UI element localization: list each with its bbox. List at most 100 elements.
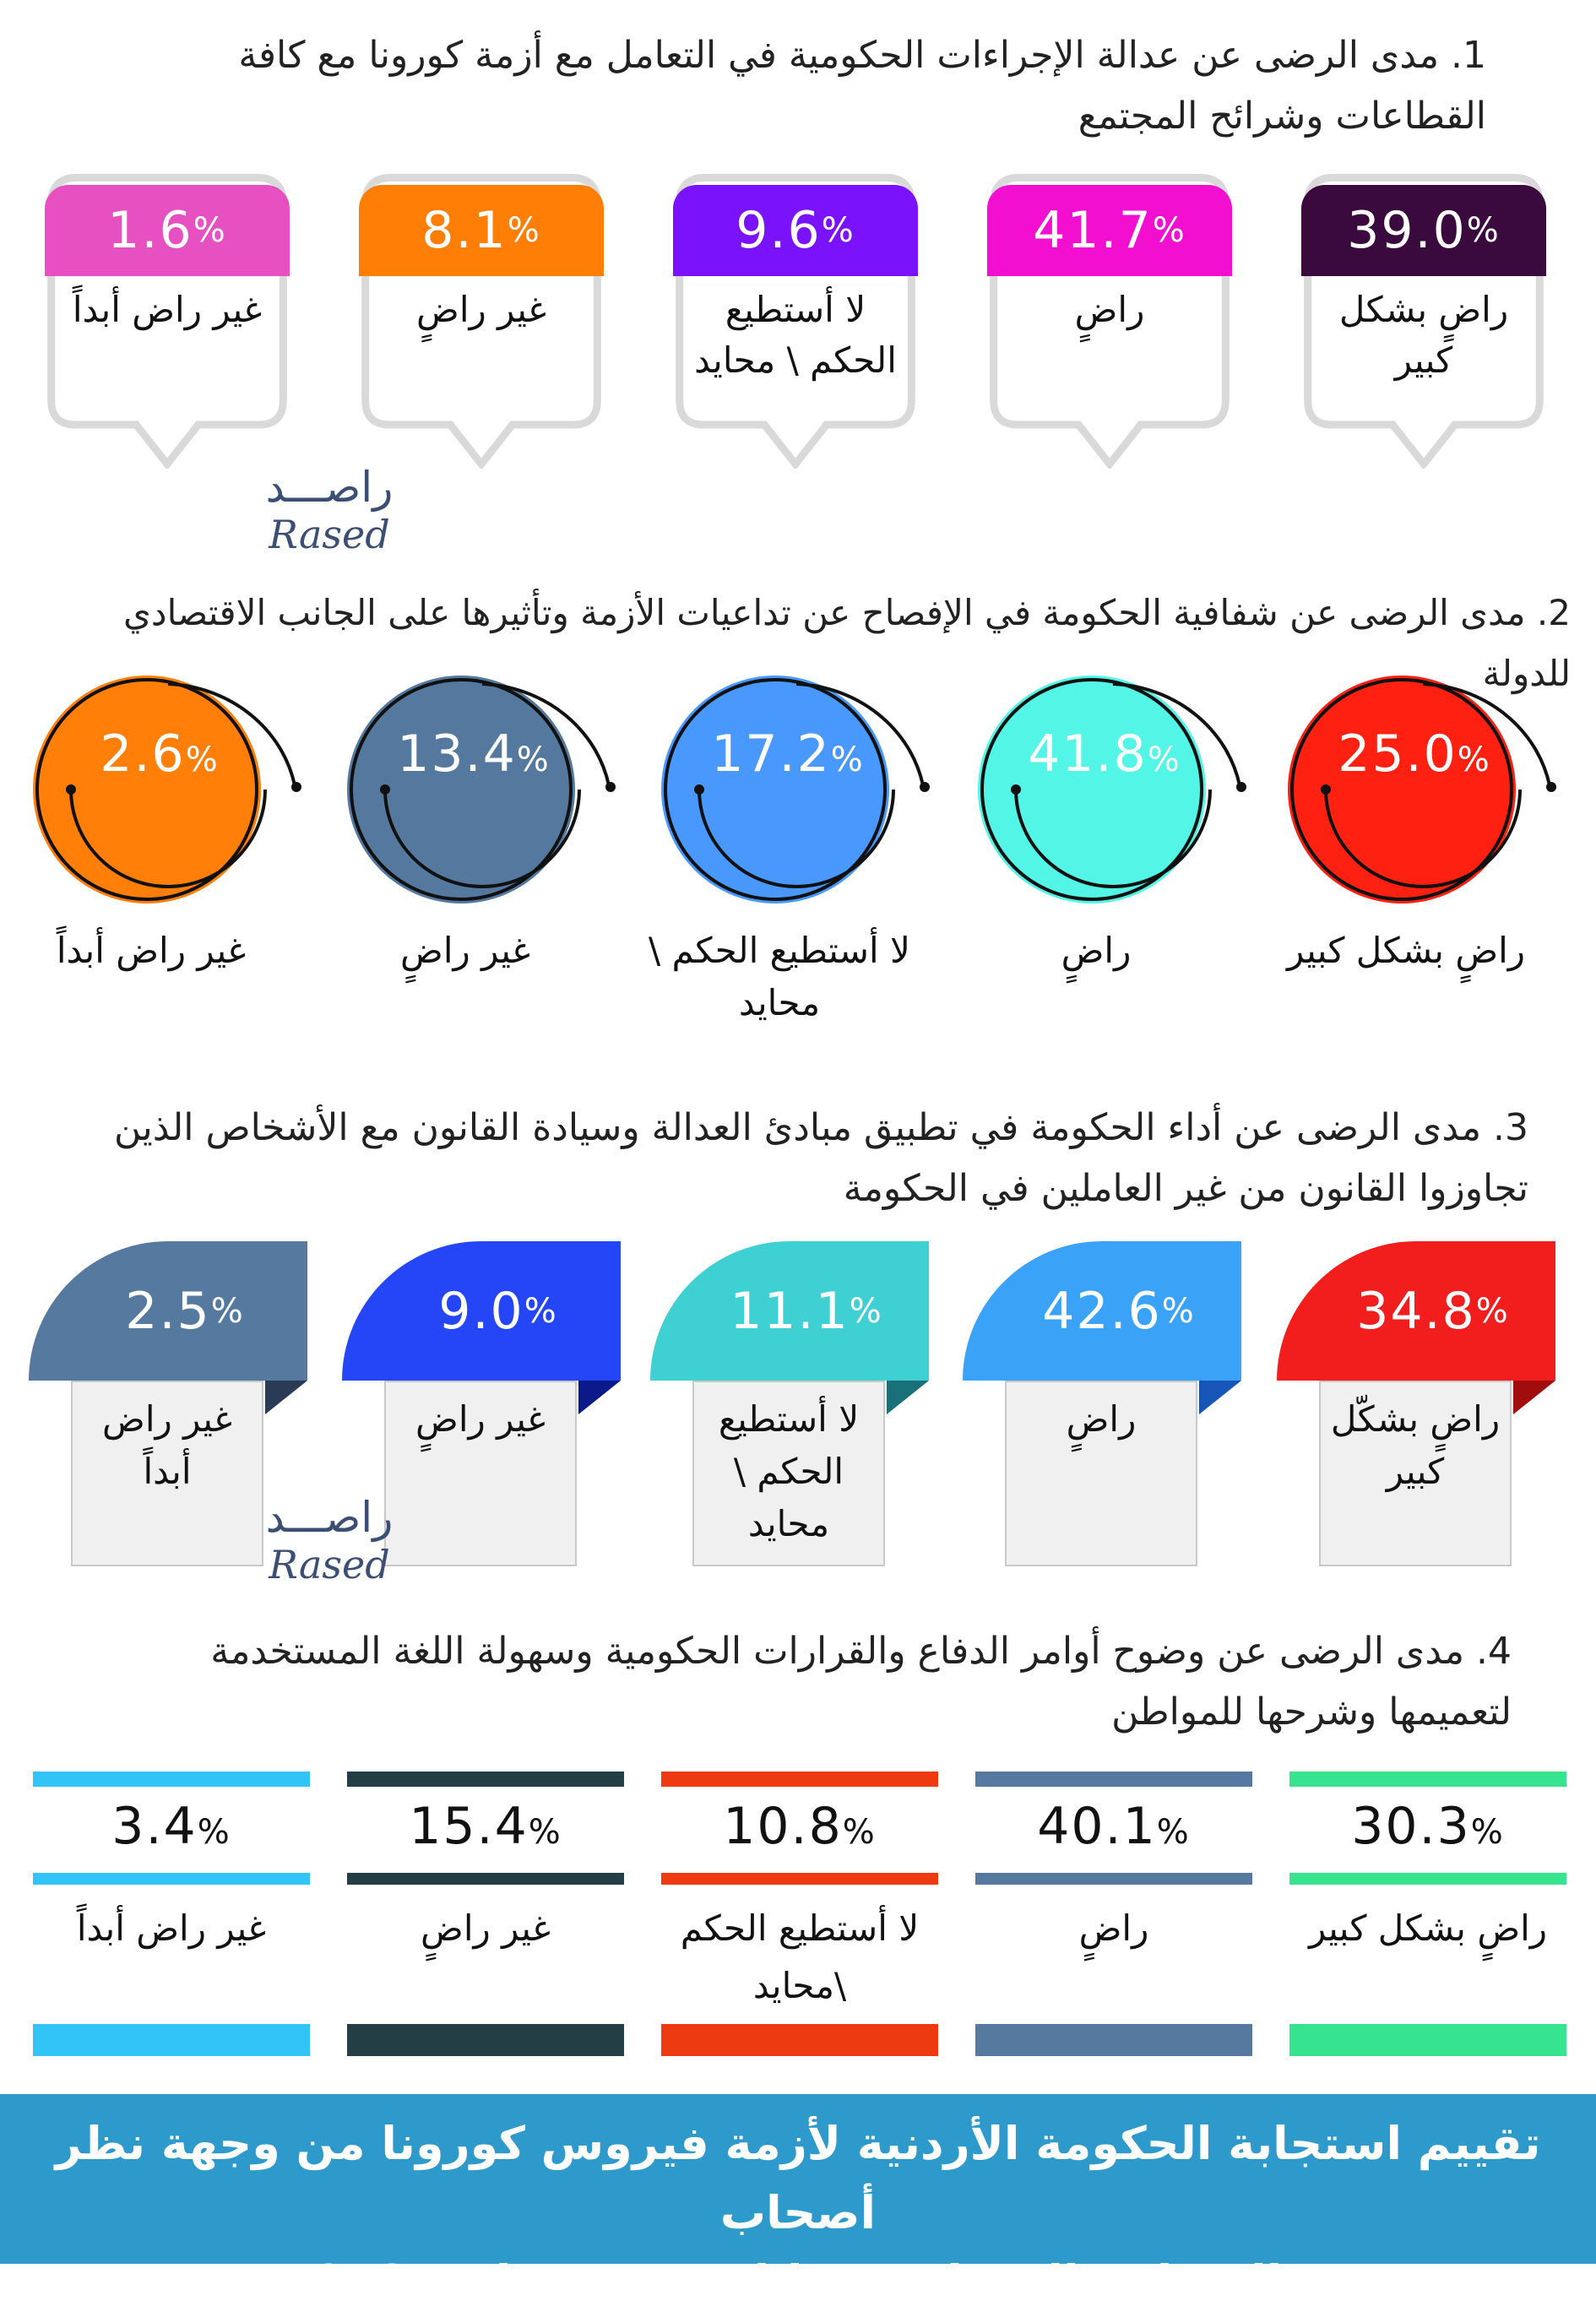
percent-value: 3.4: [111, 1797, 198, 1856]
section1-card: 39.0% راضٍ بشكل كبير: [1289, 173, 1558, 469]
percent-value: 1.6: [107, 201, 193, 260]
tab-value-band: 34.8%: [1277, 1241, 1555, 1381]
section3-tab: 42.6% راضٍ: [963, 1241, 1241, 1566]
rased-logo: راصـــد Rased: [228, 1493, 431, 1587]
section2-circle: 17.2%: [661, 676, 931, 929]
circle-label: لا أستطيع الحكم \ محايد: [649, 930, 910, 1023]
section1-card: 1.6% غير راض أبداً: [33, 173, 301, 469]
card-label: لا أستطيع الحكم \ محايد: [694, 289, 897, 381]
percent-sign: %: [185, 741, 220, 779]
bar-bottom: [1289, 2024, 1566, 2056]
bar-middle: [1289, 1873, 1566, 1885]
percent-sign: %: [849, 1291, 883, 1331]
bar-bottom: [33, 2024, 310, 2056]
card-value-band: 39.0%: [1301, 185, 1546, 276]
circle-outline: [35, 678, 301, 901]
percent-sign: %: [1466, 211, 1501, 250]
bar-top: [975, 1772, 1252, 1787]
percent-value: 42.6: [1042, 1281, 1162, 1341]
section2-circle: 25.0%: [1288, 676, 1558, 929]
percent-sign: %: [1470, 1813, 1505, 1852]
section2-title: 2. مدى الرضى عن شفافية الحكومة في الإفصا…: [123, 592, 1571, 694]
percent-value: 13.4: [397, 724, 517, 784]
card-value-band: 41.7%: [987, 185, 1232, 276]
card-value-band: 8.1%: [359, 185, 604, 276]
percent-value: 9.6: [736, 201, 822, 260]
section1-title: 1. مدى الرضى عن عدالة الإجراءات الحكومية…: [238, 34, 1486, 138]
percent-sign: %: [193, 211, 227, 250]
tab-label-box: [71, 1381, 263, 1566]
section3-title: 3. مدى الرضى عن أداء الحكومة في تطبيق مب…: [114, 1106, 1528, 1210]
percent-value: 2.6: [100, 724, 186, 784]
bar-value: 15.4%: [347, 1797, 624, 1856]
percent-value: 17.2: [711, 724, 831, 784]
bar-bottom: [347, 2024, 624, 2056]
bar-middle: [347, 1873, 624, 1885]
bar-value: 40.1%: [975, 1797, 1252, 1856]
tab-label: راضٍ بشكّل كبير: [1330, 1398, 1501, 1492]
bar-value: 30.3%: [1289, 1797, 1566, 1856]
percent-value: 8.1: [421, 201, 508, 260]
circle-label: غير راض أبداً: [56, 930, 247, 971]
percent-sign: %: [830, 741, 865, 779]
section2-circle: 2.6%: [33, 676, 303, 929]
bar-label: راضٍ: [1078, 1907, 1149, 1949]
percent-sign: %: [197, 1813, 231, 1852]
bar-top: [661, 1772, 938, 1787]
footer-line-1: تقييم استجابة الحكومة الأردنية لأزمة فير…: [55, 2117, 1541, 2239]
tab-value-band: 42.6%: [963, 1241, 1241, 1381]
section3-tab: 11.1% لا أستطيع الحكم \ محايد: [650, 1241, 929, 1566]
footer-banner: تقييم استجابة الحكومة الأردنية لأزمة فير…: [0, 2094, 1596, 2309]
circle-outline: [350, 678, 616, 901]
percent-sign: %: [524, 1291, 558, 1331]
bar-bottom: [661, 2024, 938, 2056]
bar-label: لا أستطيع الحكم \محايد: [680, 1907, 920, 2006]
section3-tab: 2.5% غير راض أبداً: [29, 1241, 307, 1566]
bar-middle: [661, 1873, 938, 1885]
tab-fold: [1199, 1381, 1241, 1414]
card-value-band: 1.6%: [45, 185, 290, 276]
section2-circle: 13.4%: [347, 676, 617, 929]
percent-sign: %: [842, 1813, 877, 1852]
section1-card: 8.1% غير راضٍ: [347, 173, 616, 469]
percent-sign: %: [1161, 1291, 1196, 1331]
rased-logo: راصـــد Rased: [228, 463, 431, 557]
circle-value: 25.0%: [1288, 724, 1541, 784]
percent-value: 25.0: [1338, 724, 1458, 784]
tab-label: لا أستطيع الحكم \ محايد: [718, 1398, 860, 1544]
circle-label: غير راضٍ: [400, 930, 530, 971]
section4-title: 4. مدى الرضى عن وضوح أوامر الدفاع والقرا…: [210, 1630, 1512, 1734]
percent-value: 40.1: [1037, 1797, 1157, 1856]
percent-sign: %: [1147, 741, 1181, 779]
circle-value: 13.4%: [347, 724, 600, 784]
tab-value-band: 11.1%: [650, 1241, 929, 1381]
percent-sign: %: [210, 1291, 245, 1331]
card-label: راضٍ بشكل كبير: [1338, 289, 1509, 381]
circle-outline: [664, 678, 930, 901]
percent-sign: %: [516, 741, 551, 779]
tab-label-box: [1319, 1381, 1512, 1566]
circle-outline: [1290, 678, 1556, 901]
bar-label: غير راض أبداً: [76, 1907, 267, 1949]
circle-value: 2.6%: [33, 724, 286, 784]
percent-sign: %: [528, 1813, 562, 1852]
percent-value: 15.4: [409, 1797, 529, 1856]
percent-value: 34.8: [1356, 1281, 1476, 1341]
tab-label-box: [384, 1381, 577, 1566]
percent-sign: %: [1457, 741, 1491, 779]
tab-fold: [1513, 1381, 1555, 1414]
footer-line-2: المصلحة المختلفين خلال شهر نيسان 2020: [313, 2255, 1283, 2309]
rased-logo-latin: Rased: [269, 512, 390, 557]
card-label: راضٍ: [1074, 289, 1145, 330]
card-label: غير راض أبداً: [72, 289, 263, 330]
percent-sign: %: [821, 211, 855, 250]
bar-value: 10.8%: [661, 1797, 938, 1856]
percent-value: 9.0: [438, 1281, 524, 1341]
rased-logo-arabic: راصـــد: [265, 1493, 394, 1542]
percent-value: 10.8: [723, 1797, 843, 1856]
bar-label: غير راضٍ: [421, 1907, 551, 1949]
percent-value: 30.3: [1351, 1797, 1471, 1856]
tab-fold: [578, 1381, 621, 1414]
rased-logo-arabic: راصـــد: [265, 463, 394, 512]
tab-label-box: [1005, 1381, 1197, 1566]
